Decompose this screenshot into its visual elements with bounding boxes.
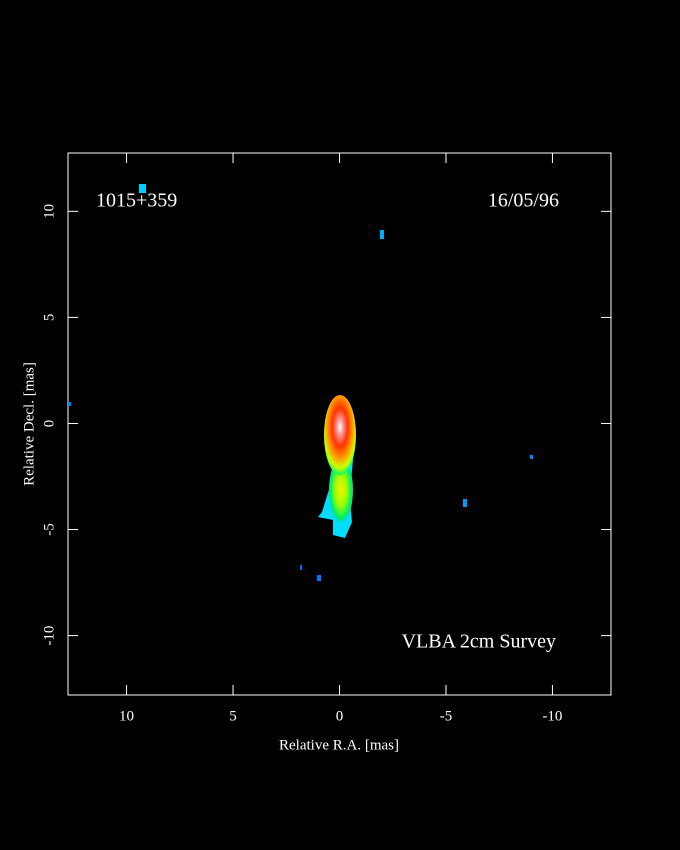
y-tick-label: 0 — [41, 420, 57, 428]
y-tick-label: 5 — [41, 314, 57, 322]
source-label: 1015+359 — [96, 190, 177, 212]
y-tick-label: 10 — [41, 204, 57, 219]
x-tick-label: 0 — [336, 708, 344, 724]
x-tick-label: -5 — [440, 708, 453, 724]
y-tick-label: -10 — [41, 626, 57, 646]
noise — [463, 499, 467, 507]
x-tick-label: 10 — [119, 708, 134, 724]
noise — [380, 230, 384, 239]
x-axis-label: Relative R.A. [mas] — [279, 737, 399, 753]
x-tick-label: 5 — [229, 708, 237, 724]
noise — [139, 184, 146, 193]
noise — [300, 565, 302, 570]
y-axis-label: Relative Decl. [mas] — [21, 362, 37, 486]
noise — [317, 575, 321, 581]
date-label: 16/05/96 — [488, 190, 559, 212]
noise — [530, 455, 533, 459]
noise — [68, 402, 71, 406]
x-tick-label: -10 — [542, 708, 562, 724]
y-tick-label: -5 — [41, 523, 57, 536]
radio-map — [68, 184, 533, 581]
survey-label: VLBA 2cm Survey — [402, 631, 556, 653]
jet-knot — [329, 458, 353, 522]
jet-core — [324, 395, 356, 475]
